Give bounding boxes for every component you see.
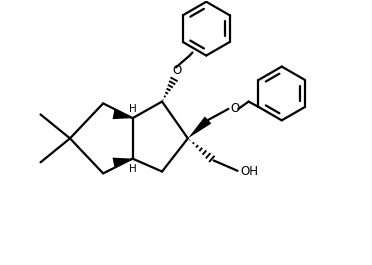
- Text: H: H: [129, 164, 137, 174]
- Polygon shape: [113, 110, 132, 119]
- Polygon shape: [188, 116, 211, 138]
- Text: H: H: [129, 104, 137, 114]
- Text: O: O: [230, 102, 240, 115]
- Text: O: O: [172, 64, 182, 77]
- Polygon shape: [113, 158, 132, 167]
- Text: OH: OH: [241, 165, 259, 178]
